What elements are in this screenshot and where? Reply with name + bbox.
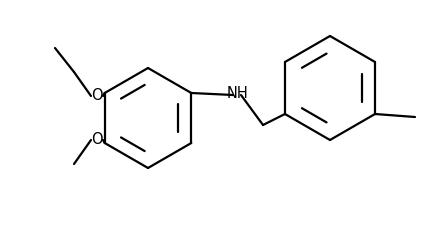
Text: O: O [91, 89, 103, 103]
Text: O: O [91, 133, 103, 147]
Text: NH: NH [226, 86, 248, 100]
